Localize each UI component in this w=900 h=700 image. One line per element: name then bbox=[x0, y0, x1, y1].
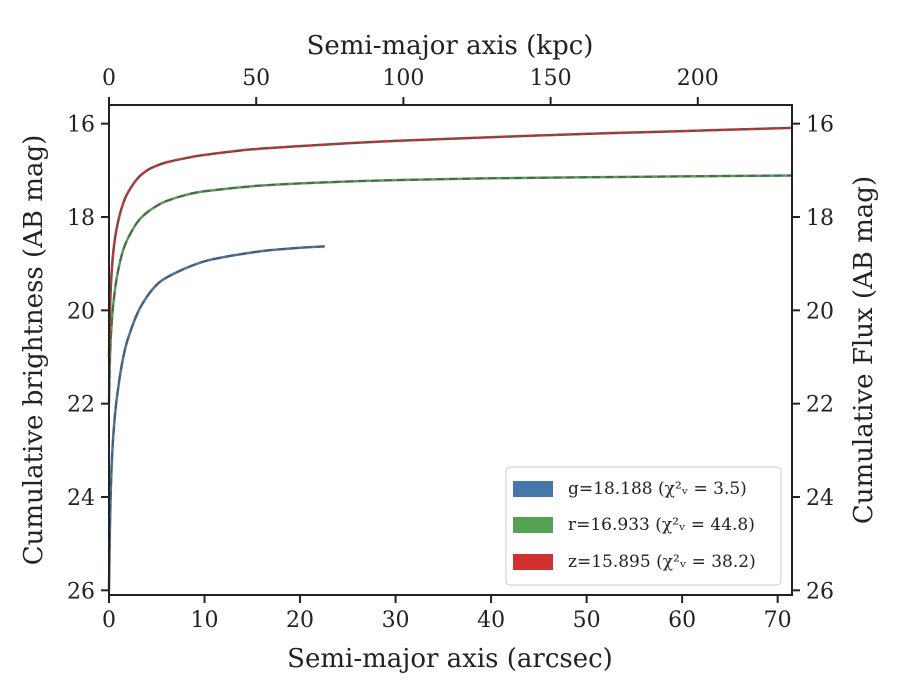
y-tick-label: 16 bbox=[67, 113, 95, 138]
right-y-tick-label: 24 bbox=[806, 486, 834, 511]
x-tick-label: 40 bbox=[477, 608, 505, 633]
series-line-1 bbox=[107, 174, 793, 404]
y-tick-label: 18 bbox=[67, 206, 95, 231]
axes bbox=[108, 104, 793, 596]
right-y-tick-label: 20 bbox=[806, 299, 834, 324]
x-tick-label: 50 bbox=[573, 608, 601, 633]
top-x-tick-label: 100 bbox=[382, 66, 424, 91]
top-x-axis-title: Semi-major axis (kpc) bbox=[307, 31, 594, 61]
top-x-tick-label: 150 bbox=[530, 66, 572, 91]
x-axis-title: Semi-major axis (arcsec) bbox=[287, 644, 613, 674]
x-tick-label: 20 bbox=[286, 608, 314, 633]
right-y-tick-label: 16 bbox=[806, 113, 834, 138]
series-model-line-2 bbox=[108, 126, 793, 358]
right-y-tick-label: 22 bbox=[806, 393, 834, 418]
legend: g=18.188 (χ²ᵥ = 3.5) r=16.933 (χ²ᵥ = 44.… bbox=[505, 466, 782, 586]
series-line-2 bbox=[107, 126, 793, 358]
x-tick-label: 0 bbox=[102, 608, 116, 633]
top-x-tick-label: 50 bbox=[242, 66, 270, 91]
top-x-tick-label: 0 bbox=[102, 66, 116, 91]
right-y-axis-title: Cumulative Flux (AB mag) bbox=[849, 176, 879, 524]
series-line-0 bbox=[107, 245, 325, 591]
legend-box bbox=[505, 466, 782, 586]
y-tick-label: 22 bbox=[67, 393, 95, 418]
y-tick-label: 20 bbox=[67, 299, 95, 324]
y-tick-label: 26 bbox=[67, 579, 95, 604]
legend-label-g: g=18.188 (χ²ᵥ = 3.5) bbox=[568, 479, 747, 499]
top-x-tick-label: 200 bbox=[677, 66, 719, 91]
x-tick-label: 70 bbox=[764, 608, 792, 633]
legend-label-z: z=15.895 (χ²ᵥ = 38.2) bbox=[568, 552, 756, 572]
series-model-line-0 bbox=[108, 245, 325, 591]
series-model-line-1 bbox=[108, 174, 793, 404]
legend-label-r: r=16.933 (χ²ᵥ = 44.8) bbox=[568, 515, 755, 535]
legend-swatch-g bbox=[513, 481, 553, 497]
ticks: 0 10 20 30 40 50 60 70 0 50 100 150 200 16 16 18 18 20 20 2… bbox=[67, 66, 834, 633]
right-y-tick-label: 18 bbox=[806, 206, 834, 231]
x-tick-label: 60 bbox=[668, 608, 696, 633]
y-axis-title: Cumulative brightness (AB mag) bbox=[19, 135, 49, 566]
legend-swatch-r bbox=[513, 517, 553, 533]
x-tick-label: 10 bbox=[191, 608, 219, 633]
x-tick-label: 30 bbox=[382, 608, 410, 633]
plot-frame bbox=[108, 104, 793, 596]
plot-area bbox=[107, 126, 793, 591]
y-tick-label: 24 bbox=[67, 486, 95, 511]
right-y-tick-label: 26 bbox=[806, 579, 834, 604]
legend-swatch-z bbox=[513, 554, 553, 570]
